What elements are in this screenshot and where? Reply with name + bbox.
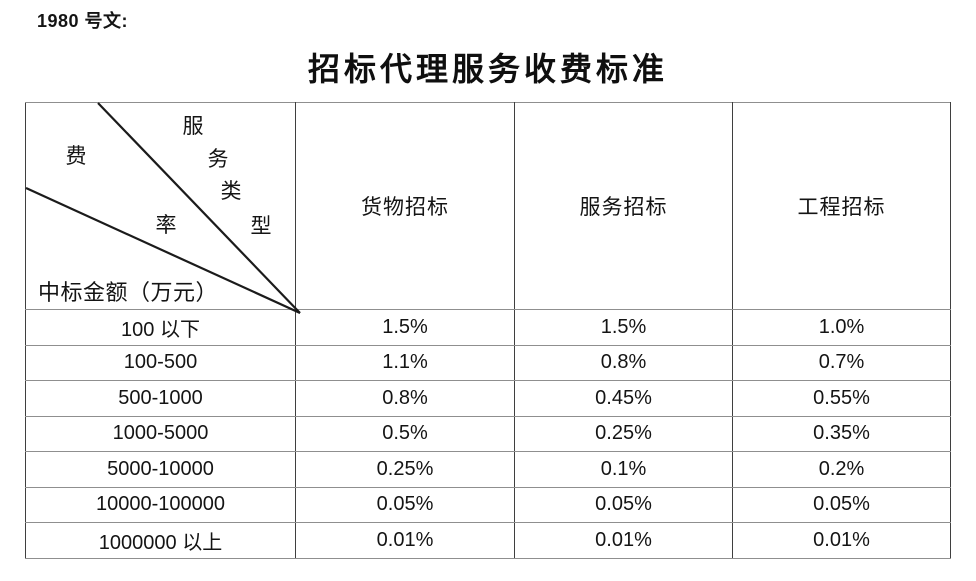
amount-cell: 500-1000	[25, 380, 296, 417]
column-header-engineering: 工程招标	[732, 102, 951, 310]
doc-number-label: 1980 号文:	[37, 11, 129, 31]
rate-cell: 0.8%	[295, 380, 515, 417]
corner-box: 服 务 类 型 费 率 中标金额（万元）	[25, 102, 301, 315]
rate-cell: 0.45%	[514, 380, 733, 417]
rate-cell: 0.05%	[295, 486, 515, 523]
rate-cell: 0.7%	[732, 344, 951, 381]
table-row: 100-500 1.1% 0.8% 0.7%	[25, 344, 951, 381]
rate-cell: 1.1%	[295, 344, 515, 381]
corner-type-char: 型	[250, 214, 272, 238]
fee-table: 服 务 类 型 费 率 中标金额（万元） 货物招标 服务招标 工程招标 100 …	[25, 102, 951, 559]
page-title: 招标代理服务收费标准	[307, 51, 668, 87]
rate-cell: 0.5%	[295, 415, 515, 452]
table-row: 1000-5000 0.5% 0.25% 0.35%	[25, 415, 951, 452]
rate-cell: 0.35%	[732, 415, 951, 452]
rate-cell: 1.0%	[732, 309, 951, 346]
amount-cell: 100-500	[25, 344, 296, 381]
rate-cell: 0.1%	[514, 451, 733, 488]
rate-cell: 0.25%	[295, 451, 515, 488]
rate-cell: 0.55%	[732, 380, 951, 417]
rate-cell: 0.05%	[514, 486, 733, 523]
rate-cell: 0.01%	[732, 522, 951, 559]
rate-cell: 0.2%	[732, 451, 951, 488]
corner-rate-char: 费	[65, 144, 87, 168]
column-header-service: 服务招标	[514, 102, 733, 310]
table-row: 10000-100000 0.05% 0.05% 0.05%	[25, 486, 951, 523]
corner-type-char: 服	[182, 114, 204, 138]
rate-cell: 0.05%	[732, 486, 951, 523]
table-row: 5000-10000 0.25% 0.1% 0.2%	[25, 451, 951, 488]
corner-type-char: 类	[220, 179, 242, 203]
amount-cell: 100 以下	[25, 309, 296, 346]
corner-header-cell: 服 务 类 型 费 率 中标金额（万元）	[25, 102, 301, 315]
amount-cell: 10000-100000	[25, 486, 296, 523]
amount-cell: 5000-10000	[25, 451, 296, 488]
rate-cell: 1.5%	[295, 309, 515, 346]
amount-cell: 1000-5000	[25, 415, 296, 452]
rate-cell: 0.8%	[514, 344, 733, 381]
rate-cell: 0.25%	[514, 415, 733, 452]
diagonal-divider-lines	[25, 102, 301, 315]
corner-rate-char: 率	[155, 213, 177, 237]
amount-cell: 1000000 以上	[25, 522, 296, 559]
table-row: 500-1000 0.8% 0.45% 0.55%	[25, 380, 951, 417]
table-header-row: 服 务 类 型 费 率 中标金额（万元） 货物招标 服务招标 工程招标	[25, 102, 951, 315]
column-header-goods: 货物招标	[295, 102, 515, 310]
rate-cell: 1.5%	[514, 309, 733, 346]
corner-amount-label: 中标金额（万元）	[38, 280, 219, 305]
table-row: 100 以下 1.5% 1.5% 1.0%	[25, 309, 951, 346]
rate-cell: 0.01%	[295, 522, 515, 559]
rate-cell: 0.01%	[514, 522, 733, 559]
corner-type-char: 务	[207, 147, 229, 171]
table-row: 1000000 以上 0.01% 0.01% 0.01%	[25, 522, 951, 559]
